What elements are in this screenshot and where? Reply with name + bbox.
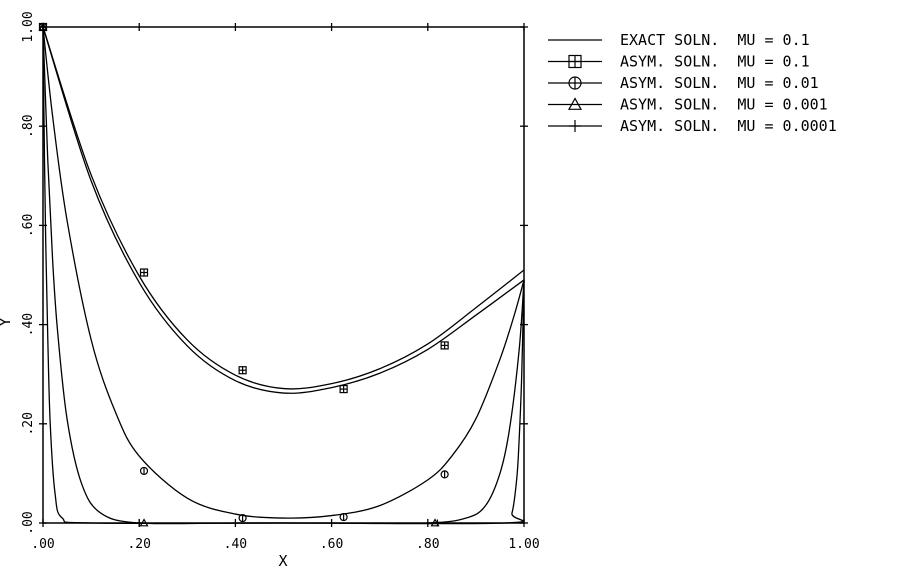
- legend-label-2: ASYM. SOLN. MU = 0.01: [620, 74, 819, 92]
- series-line-2: [42, 26, 525, 519]
- legend-label-0: EXACT SOLN. MU = 0.1: [620, 31, 810, 49]
- plot-border: [42, 26, 525, 524]
- x-tick-label: 1.00: [508, 537, 539, 552]
- x-axis-title: X: [278, 552, 287, 570]
- series-line-1: [42, 26, 525, 394]
- y-tick-label: .80: [21, 114, 36, 137]
- y-tick-label: 1.00: [21, 11, 36, 42]
- y-tick-label: .20: [21, 412, 36, 435]
- series-line-4: [42, 26, 525, 525]
- plot-frame: [42, 26, 525, 524]
- y-tick-label: .40: [21, 313, 36, 336]
- series-layer: [42, 26, 525, 525]
- legend: EXACT SOLN. MU = 0.1 ASYM. SOLN. MU = 0.1…: [548, 31, 837, 135]
- y-tick-label: .60: [21, 214, 36, 237]
- series-line-0: [42, 26, 525, 390]
- y-axis-title: Y: [0, 317, 14, 326]
- series-line-3: [42, 26, 525, 525]
- triangle-marker: [567, 97, 583, 110]
- marker-layer: [38, 22, 449, 527]
- x-tick-label: .20: [127, 537, 150, 552]
- x-tick-label: .80: [416, 537, 439, 552]
- x-tick-label: .60: [320, 537, 343, 552]
- legend-label-3: ASYM. SOLN. MU = 0.001: [620, 96, 828, 114]
- y-tick-label: .00: [21, 511, 36, 534]
- legend-label-1: ASYM. SOLN. MU = 0.1: [620, 53, 810, 71]
- x-tick-label: .00: [31, 537, 54, 552]
- axis-tick-labels: .00 .20 .40 .60 .80 1.00 .00 .20 .40 .60 .80 1.00: [21, 11, 540, 552]
- x-tick-label: .40: [224, 537, 247, 552]
- legend-label-4: ASYM. SOLN. MU = 0.0001: [620, 117, 837, 135]
